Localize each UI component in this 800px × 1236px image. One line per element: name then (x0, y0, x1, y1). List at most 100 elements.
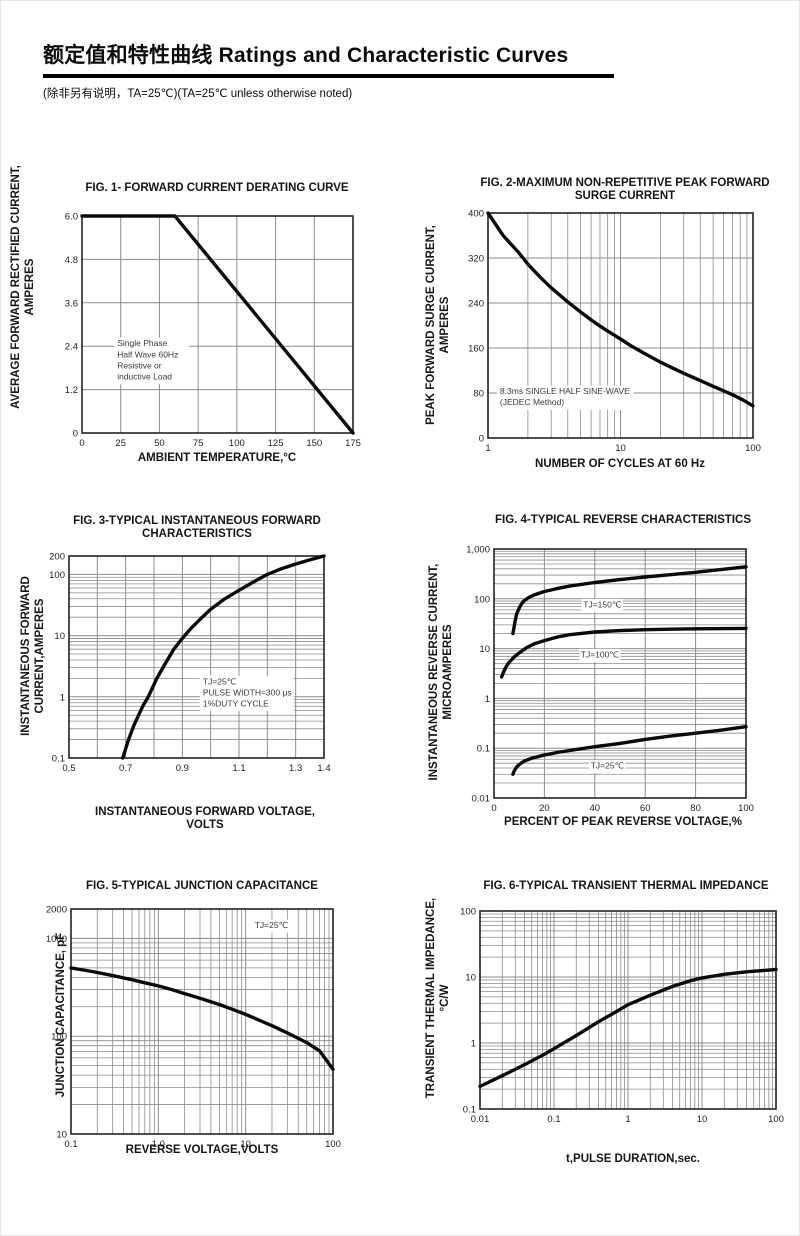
y-tick-label: 6.0 (65, 212, 78, 223)
fig5-x-axis-label: REVERSE VOLTAGE,VOLTS (125, 1144, 279, 1156)
x-tick-label: 0.7 (119, 763, 132, 774)
x-tick-label: 1.0 (152, 1139, 165, 1150)
page-subtitle: (除非另有说明，TA=25℃)(TA=25℃ unless otherwise … (43, 88, 353, 100)
y-tick-label: 0.1 (463, 1105, 476, 1116)
x-tick-label: 1.3 (289, 763, 302, 774)
y-tick-label: 1000 (46, 934, 67, 945)
x-tick-label: 75 (193, 438, 204, 449)
y-tick-label: 100 (474, 594, 490, 605)
annotation-text: 1%DUTY CYCLE (203, 698, 269, 708)
y-tick-label: 240 (468, 299, 484, 310)
x-tick-label: 10 (240, 1139, 251, 1150)
fig4-reverse-characteristics-chart: TJ=150℃TJ=100℃TJ=25℃0 20 40 60 80 1001,000100… (466, 545, 754, 815)
page-title: 额定值和特性曲线 Ratings and Characteristic Curv… (43, 39, 614, 78)
y-tick-label: 100 (49, 570, 65, 581)
x-tick-label: 100 (768, 1114, 784, 1125)
fig2-peak-surge-current-chart: 8.3ms SINGLE HALF SINE-WAVE(JEDEC Method… (468, 209, 761, 455)
x-tick-label: 0.1 (64, 1139, 77, 1150)
fig4-y-axis-label: INSTANTANEOUS REVERSE CURRENT, MICROAMPE… (427, 563, 454, 781)
x-tick-label: 1 (485, 443, 490, 454)
x-tick-label: 80 (690, 803, 701, 814)
curve-junction-capacitance (69, 966, 335, 1071)
fig1-title: FIG. 1- FORWARD CURRENT DERATING CURVE (85, 182, 349, 194)
annotation-text: Resistive or (117, 360, 162, 370)
x-tick-label: 0.9 (176, 763, 189, 774)
y-tick-label: 10 (465, 973, 476, 984)
y-tick-label: 10 (479, 644, 490, 655)
y-tick-label: 200 (49, 552, 65, 563)
x-tick-label: 1.1 (232, 763, 245, 774)
x-tick-label: 0.5 (62, 763, 75, 774)
y-tick-label: 10 (54, 631, 65, 642)
y-tick-label: 400 (468, 209, 484, 220)
y-tick-label: 3.6 (65, 298, 78, 309)
y-tick-label: 1.2 (65, 385, 78, 396)
annotation-text: (JEDEC Method) (500, 397, 564, 407)
y-tick-label: 10 (56, 1130, 67, 1141)
curve-peak-surge-current (486, 211, 755, 408)
x-tick-label: 100 (325, 1139, 341, 1150)
fig1-y-axis-label: AVERAGE FORWARD RECTIFIED CURRENT, AMPER… (9, 165, 36, 409)
x-tick-label: 100 (229, 438, 245, 449)
fig4-title: FIG. 4-TYPICAL REVERSE CHARACTERISTICS (494, 514, 751, 526)
x-tick-label: 0.1 (547, 1114, 560, 1125)
x-tick-label: 100 (738, 803, 754, 814)
fig2-x-axis-label: NUMBER OF CYCLES AT 60 Hz (535, 458, 705, 470)
curve-transient-thermal-impedance (478, 967, 778, 1089)
y-tick-label: 2.4 (65, 342, 78, 353)
fig2-title: FIG. 2-MAXIMUM NON-REPETITIVE PEAK FORWA… (480, 177, 770, 203)
x-tick-label: 0 (79, 438, 84, 449)
x-tick-label: 175 (345, 438, 361, 449)
x-tick-label: 0.01 (471, 1114, 490, 1125)
y-tick-label: 100 (460, 907, 476, 918)
y-tick-label: 1,000 (466, 545, 490, 556)
x-tick-label: 40 (590, 803, 601, 814)
fig5-junction-capacitance-chart: TJ=25℃ 0.1 1.0 10 100 2000 1000 100 10 (46, 905, 341, 1151)
curve-forward-current-derating (80, 214, 355, 435)
x-tick-label: 20 (539, 803, 550, 814)
x-tick-label: 1.4 (317, 763, 330, 774)
y-tick-label: 1 (471, 1039, 476, 1050)
y-tick-label: 80 (473, 389, 484, 400)
y-tick-label: 100 (51, 1032, 67, 1043)
annotation-text: Single Phase (117, 338, 167, 348)
annotation-text: Half Wave 60Hz (117, 349, 178, 359)
y-tick-label: 1 (60, 692, 65, 703)
curve-TJ=150℃ (511, 565, 748, 636)
y-tick-label: 0.1 (52, 754, 65, 765)
y-tick-label: 160 (468, 344, 484, 355)
y-tick-label: 0.01 (472, 794, 491, 805)
y-tick-label: 4.8 (65, 255, 78, 266)
y-tick-label: 0 (479, 434, 484, 445)
annotation-text: TJ=25℃ (591, 761, 625, 771)
curve-TJ=25℃ (511, 724, 748, 776)
x-tick-label: 10 (615, 443, 626, 454)
x-tick-label: 10 (697, 1114, 708, 1125)
fig3-x-axis-label: INSTANTANEOUS FORWARD VOLTAGE, VOLTS (95, 806, 315, 832)
y-tick-label: 0.1 (477, 744, 490, 755)
annotation-text: TJ=100℃ (581, 649, 620, 659)
x-tick-label: 25 (115, 438, 126, 449)
fig6-title: FIG. 6-TYPICAL TRANSIENT THERMAL IMPEDAN… (483, 880, 769, 892)
annotation-text: inductive Load (117, 372, 172, 382)
annotation-text: 8.3ms SINGLE HALF SINE-WAVE (500, 386, 630, 396)
annotation-text: PULSE WIDTH=300 μs (203, 687, 292, 697)
y-tick-label: 320 (468, 254, 484, 265)
x-tick-label: 1 (625, 1114, 630, 1125)
fig2-y-axis-label: PEAK FORWARD SURGE CURRENT, AMPERES (424, 225, 451, 425)
x-tick-label: 0 (491, 803, 496, 814)
x-tick-label: 125 (268, 438, 284, 449)
x-tick-label: 50 (154, 438, 165, 449)
annotation-text: TJ=150℃ (583, 600, 622, 610)
y-tick-label: 2000 (46, 905, 67, 916)
y-tick-label: 1 (485, 694, 490, 705)
fig3-title: FIG. 3-TYPICAL INSTANTANEOUS FORWARD CHA… (73, 515, 321, 541)
fig6-x-axis-label: t,PULSE DURATION,sec. (566, 1153, 700, 1165)
annotation-text: TJ=25℃ (255, 920, 289, 930)
x-tick-label: 60 (640, 803, 651, 814)
y-tick-label: 0 (73, 429, 78, 440)
